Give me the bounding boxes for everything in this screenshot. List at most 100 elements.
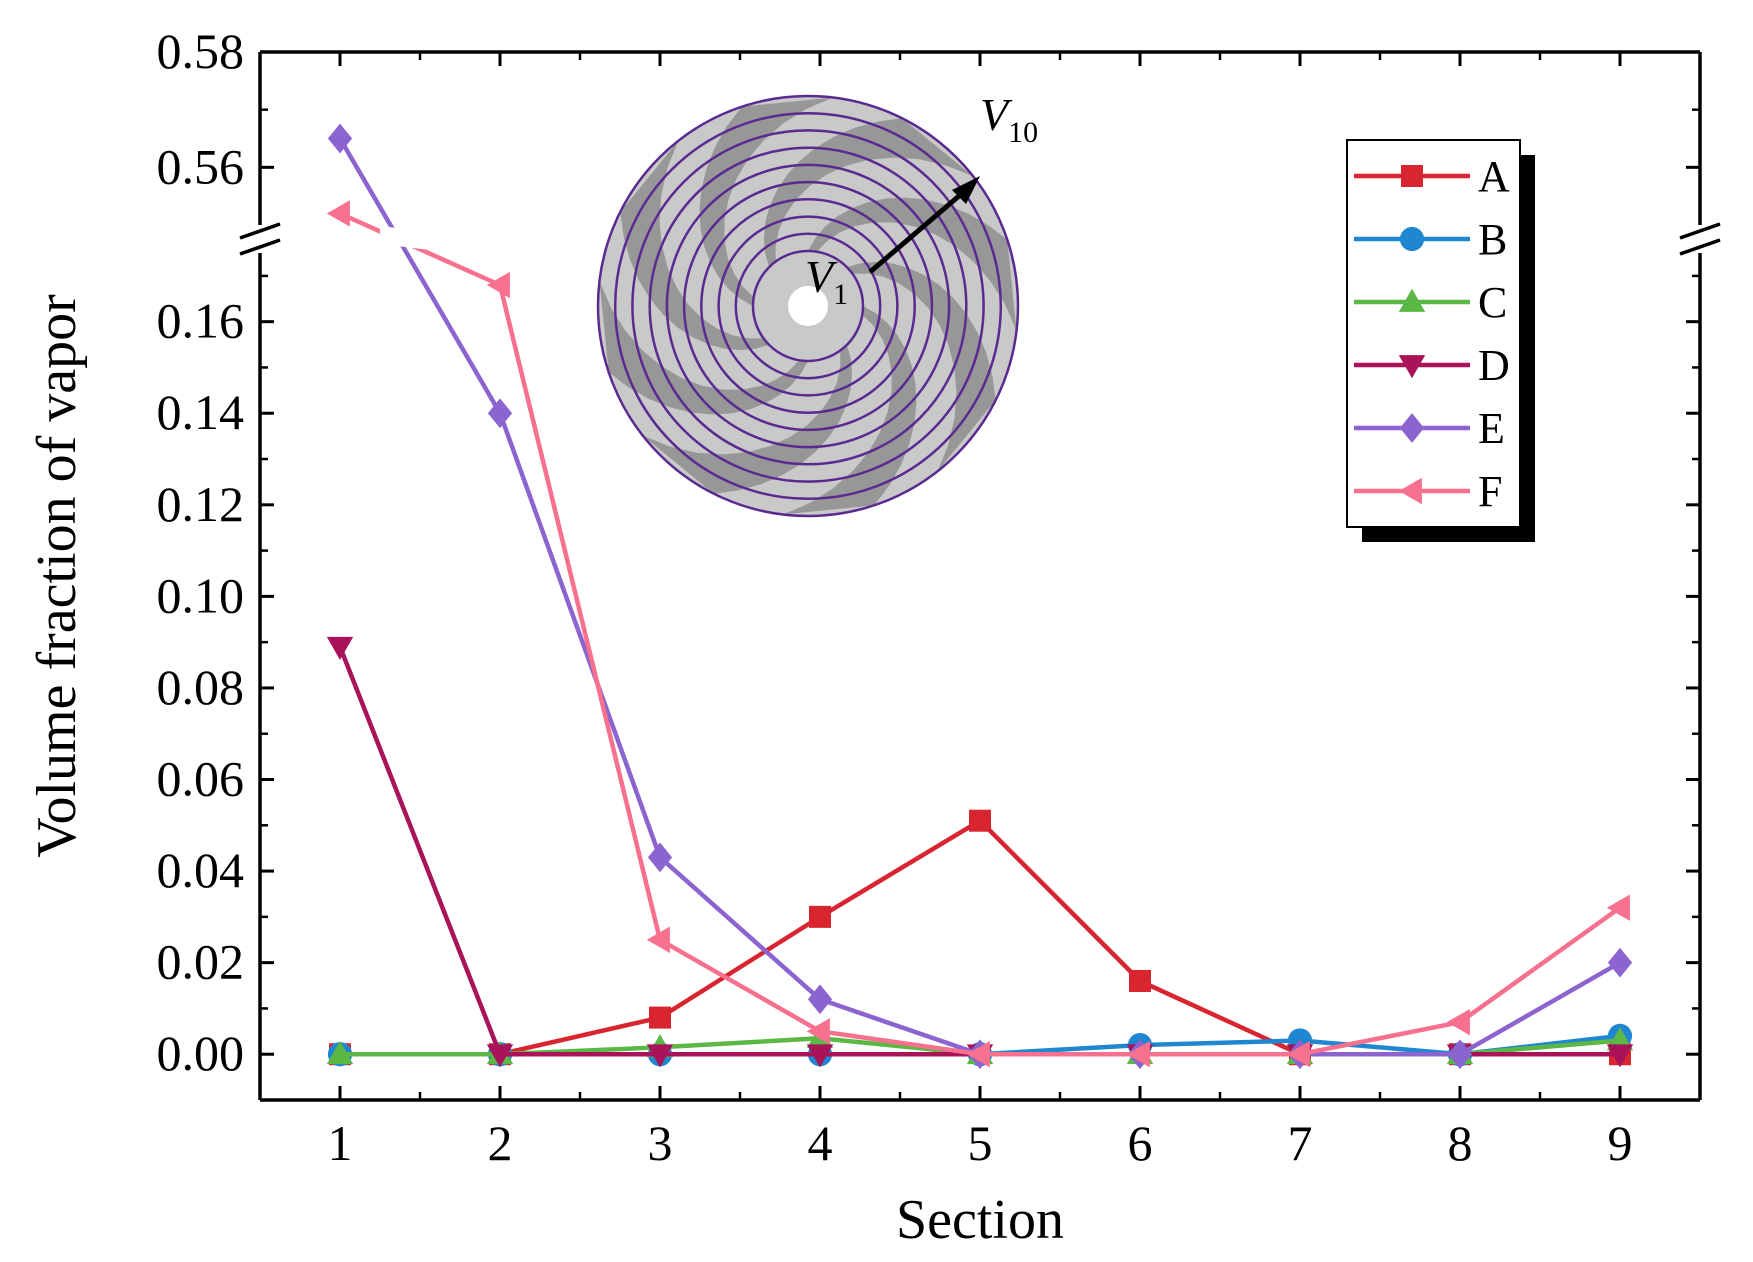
data-point-E [647,842,673,873]
data-point-A [969,809,991,832]
series-line-A [340,818,1620,1057]
axis-break-gap [380,226,430,250]
y-axis-ticks: 0.00 0.02 0.04 0.06 0.08 0.10 0.12 0.14 0.16 0.56… [157,23,1700,1081]
data-point-E [327,123,353,154]
legend-swatch-marker [1399,413,1425,443]
legend-item-C: C [1354,278,1507,327]
x-tick-label: 6 [1128,1115,1153,1171]
legend-label: A [1478,152,1510,201]
rotor-blade [699,97,833,306]
x-tick-label: 4 [808,1115,833,1171]
data-point-F [1286,1041,1310,1068]
series-F [326,200,1630,1068]
data-point-D [1606,1044,1634,1068]
y-tick-label: 0.12 [157,476,245,532]
legend-label: D [1478,341,1510,390]
section-ring [717,215,899,397]
y-tick-label: 0.10 [157,567,245,623]
legend-label: E [1478,404,1505,453]
data-point-D [326,636,354,660]
legend-swatch-marker [1398,288,1426,312]
legend-swatch-marker [1401,165,1423,187]
legend-item-B: B [1354,215,1507,264]
legend-box [1346,139,1521,528]
legend-item-A: A [1354,152,1510,201]
y-tick-label: 0.04 [157,842,245,898]
section-ring [631,129,985,483]
y-tick-label: 0.02 [157,934,245,990]
x-tick-label: 9 [1608,1115,1633,1171]
rotor-hub-hole [788,286,828,326]
radial-arrow-head [952,176,980,204]
legend-item-D: D [1354,341,1510,390]
section-ring [665,163,951,449]
data-point-C [326,1041,354,1065]
data-point-E [1447,1039,1473,1070]
legend-item-E: E [1354,404,1505,453]
inset-label-inner: V1 [805,251,848,311]
data-point-A [809,905,831,928]
data-point-F [806,1018,830,1045]
rotor-section-diagram: V1 V10 [596,89,1038,518]
rotor-blade [846,261,996,472]
x-axis-ticks: 1 2 3 4 5 6 7 8 9 [328,52,1633,1171]
section-rings [596,94,1020,518]
section-ring [648,146,968,466]
y-tick-label: 0.00 [157,1025,245,1081]
section-ring [682,180,934,432]
section-ring [596,94,1020,518]
data-point-A [1129,969,1151,992]
rotor-blade [783,306,917,515]
section-ring [613,111,1003,501]
section-ring [734,232,882,380]
data-point-F [326,200,350,227]
x-tick-label: 5 [968,1115,993,1171]
y-tick-label: 0.08 [157,659,245,715]
legend-label: B [1478,215,1507,264]
data-point-D [486,1044,514,1068]
x-axis-title: Section [896,1189,1064,1251]
x-tick-label: 3 [648,1115,673,1171]
series-line-D [337,645,1620,1057]
data-point-F [966,1041,990,1068]
legend-label: F [1478,467,1502,516]
radial-arrow [868,188,968,274]
data-point-F [646,926,670,953]
data-point-F [1446,1008,1470,1036]
rotor-blade [808,197,1017,331]
y-tick-label: 0.06 [157,751,245,807]
axis-break-right [1679,222,1721,256]
y-tick-label: 0.56 [157,138,245,194]
y-axis-title: Volume fraction of vapor [26,294,88,858]
legend-swatch-marker [1399,226,1425,252]
legend-label: C [1478,278,1507,327]
legend-swatch-marker [1398,477,1422,505]
y-tick-label: 0.58 [157,23,245,79]
rotor-blade [620,140,770,351]
data-point-E [1607,947,1633,978]
x-tick-label: 1 [328,1115,353,1171]
legend-item-F: F [1354,467,1502,516]
data-point-F [1606,894,1630,921]
x-tick-label: 8 [1448,1115,1473,1171]
y-tick-label: 0.16 [157,293,245,349]
rotor-blades [599,97,1017,515]
series-D [326,636,1634,1068]
rotor-blade [763,118,974,268]
rotor-blade [599,281,808,415]
data-point-A [649,1006,671,1029]
data-point-F [486,271,510,299]
data-point-E [487,398,513,429]
y-tick-label: 0.14 [157,384,245,440]
series-layer [326,123,1634,1070]
rotor-blade [642,344,853,494]
inset-label-outer: V10 [980,89,1038,149]
data-point-F [1126,1041,1150,1068]
data-point-E [807,984,833,1015]
x-tick-label: 2 [488,1115,513,1171]
section-ring [751,249,865,363]
legend-swatch-marker [1398,355,1426,379]
